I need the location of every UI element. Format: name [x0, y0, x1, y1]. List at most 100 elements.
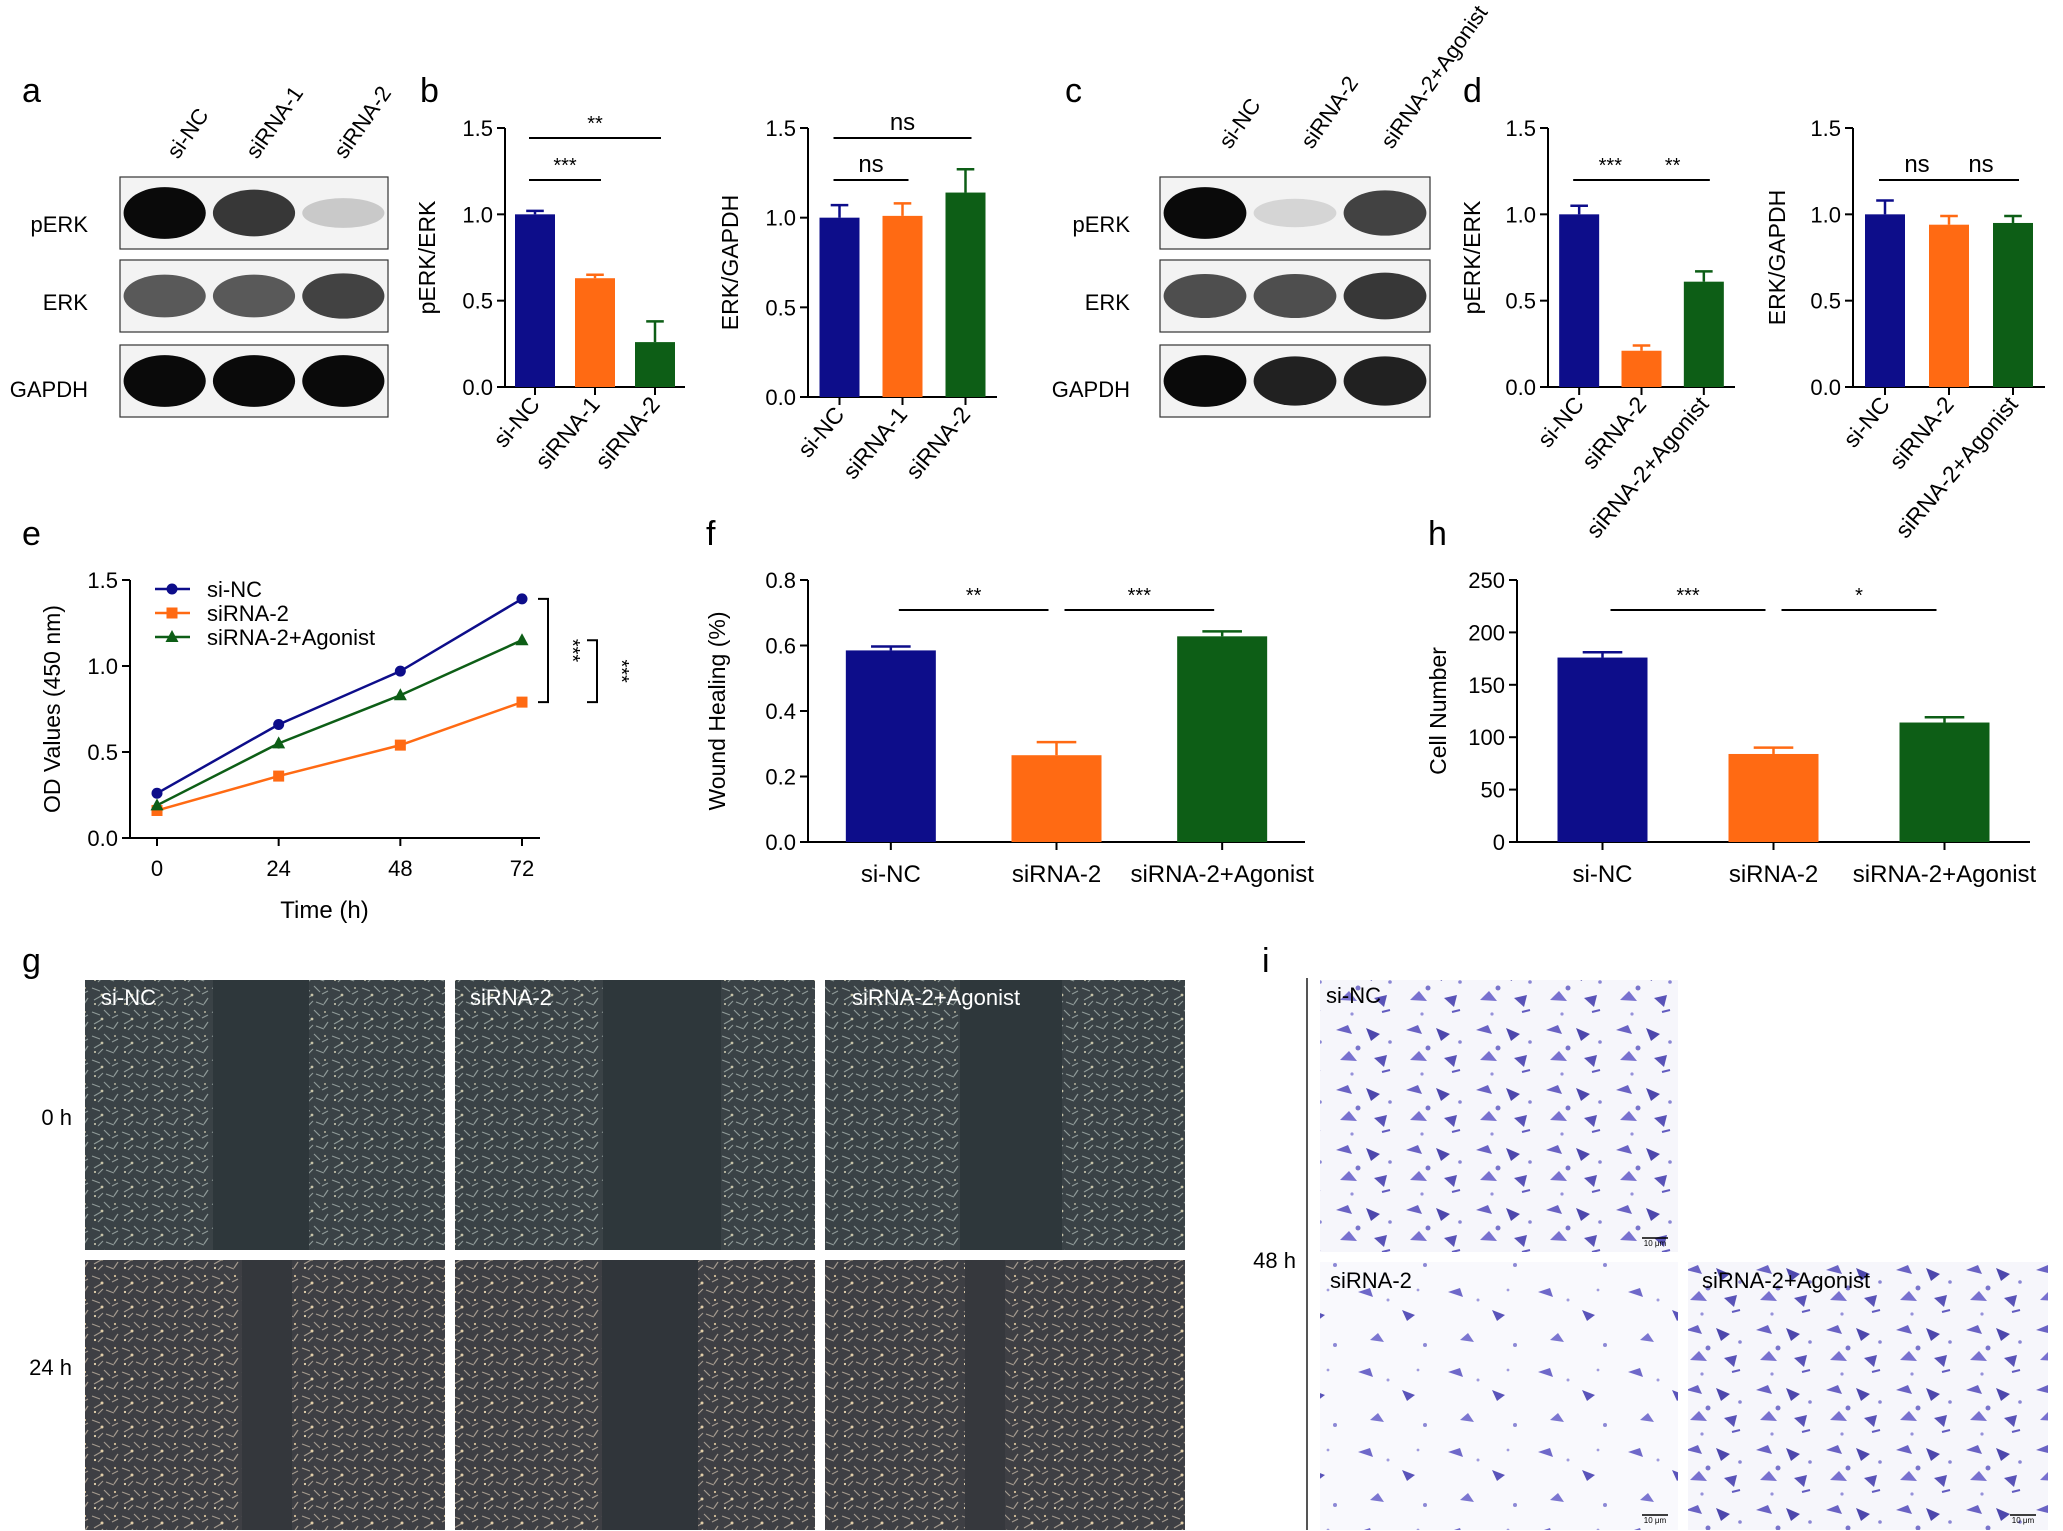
blot-a-row-pERK: pERK: [31, 212, 89, 237]
chart-e-ylabel: OD Values (450 nm): [39, 605, 65, 813]
chart-d1-xlabel-0: si-NC: [1532, 392, 1589, 453]
chart-f-sig-label-1: ***: [1128, 585, 1152, 607]
chart-f-bar-0: [845, 650, 936, 842]
chart-d2: 0.00.51.01.5ERK/GAPDHsi-NCsiRNA-2siRNA-2…: [1764, 116, 2045, 543]
transwell-image-sinc: si-NC 10 μm: [1320, 980, 1678, 1252]
blot-c-row-pERK: pERK: [1073, 212, 1131, 237]
chart-h-bar-0: [1557, 657, 1648, 842]
chart-f-sig-label-0: **: [966, 585, 982, 607]
chart-d2-ylabel: ERK/GAPDH: [1764, 190, 1790, 325]
blot-a-band-2-1: [212, 355, 296, 407]
chart-b2-xlabel-0: si-NC: [792, 402, 849, 463]
chart-f-ytick-label-4: 0.8: [765, 568, 796, 593]
chart-e-legend-marker-1: [166, 607, 178, 619]
wound-image-sirna2-24h: [455, 1260, 815, 1530]
chart-e-xlabel: Time (h): [280, 897, 368, 924]
chart-b1-sig-label-0: ***: [553, 155, 577, 177]
wound-image-agonist-0h: siRNA-2+Agonist: [825, 980, 1185, 1250]
chart-b2-ytick-label-1: 0.5: [765, 295, 796, 320]
chart-d2-ytick-label-0: 0.0: [1810, 375, 1841, 400]
chart-d2-sig-label-1: ns: [1968, 151, 1993, 178]
panel-letter-f: f: [706, 515, 716, 553]
chart-h-ylabel: Cell Number: [1425, 647, 1451, 775]
chart-h-xlabel-0: si-NC: [1573, 861, 1633, 888]
blot-c-lane-1: si-NC: [1214, 93, 1266, 152]
chart-e-ytick-label-2: 1.0: [87, 654, 118, 679]
chart-e-point-2-3: [515, 633, 529, 646]
wound-image-sirna2-0h: siRNA-2: [455, 980, 815, 1250]
panel-letter-a: a: [22, 72, 41, 110]
chart-e-legend-label-1: siRNA-2: [207, 601, 289, 626]
chart-h-bar-2: [1899, 722, 1990, 842]
chart-b2-sig-label-1: ns: [890, 109, 915, 136]
chart-b1-ytick-label-1: 0.5: [462, 289, 493, 314]
chart-e-xtick-label-2: 48: [388, 856, 412, 881]
western-blot-c: si-NC siRNA-2 siRNA-2+Agonist pERK ERK G…: [1052, 1, 1493, 418]
transwell-image-sirna2: siRNA-2 10 μm: [1320, 1262, 1678, 1530]
panel-letter-h: h: [1428, 515, 1447, 553]
chart-f-ytick-label-1: 0.2: [765, 765, 796, 790]
chart-e-point-0-3: [516, 593, 528, 605]
transwell-label-sinc: si-NC: [1326, 983, 1381, 1008]
chart-e-line-1: [156, 700, 523, 812]
gallery-i-row-48h: 48 h: [1253, 1248, 1296, 1273]
panel-letter-i: i: [1262, 942, 1270, 980]
chart-b2-ytick-label-0: 0.0: [765, 385, 796, 410]
chart-e-point-1-0: [151, 804, 163, 816]
chart-h-ytick-label-4: 200: [1468, 620, 1505, 645]
blot-c-band-0-1: [1253, 198, 1337, 228]
chart-e: 0.0 0.5 1.0 1.5 0 24 48 72 Time (h) OD Values (45…: [39, 568, 632, 924]
wound-image-sinc-0h: si-NC: [85, 980, 445, 1250]
chart-h-xlabel-1: siRNA-2: [1729, 861, 1818, 888]
chart-f-ylabel: Wound Healing (%): [704, 611, 730, 810]
blot-c-band-1-1: [1253, 273, 1337, 319]
chart-b1-ytick-label-0: 0.0: [462, 375, 493, 400]
chart-b1-ytick-label-2: 1.0: [462, 202, 493, 227]
chart-d1: 0.00.51.01.5pERK/ERKsi-NCsiRNA-2siRNA-2+…: [1459, 116, 1735, 543]
chart-b1-xlabel-2: siRNA-2: [590, 392, 665, 474]
chart-e-line-2: [156, 639, 523, 807]
chart-b1-ylabel: pERK/ERK: [414, 200, 440, 314]
chart-b2-ytick-label-2: 1.0: [765, 206, 796, 231]
chart-d2-ytick-label-2: 1.0: [1810, 202, 1841, 227]
chart-b1-bar-1: [575, 278, 615, 387]
chart-e-legend-marker-2: [165, 630, 179, 642]
panel-letter-b: b: [420, 72, 439, 110]
blot-c-row-ERK: ERK: [1085, 290, 1131, 315]
chart-f-xlabel-1: siRNA-2: [1012, 861, 1101, 888]
chart-d1-bar-0: [1559, 214, 1600, 387]
chart-h-ytick-label-2: 100: [1468, 725, 1505, 750]
scale-bar-sinc: 10 μm: [1644, 1239, 1667, 1248]
chart-d2-xlabel-0: si-NC: [1838, 392, 1895, 453]
blot-a-band-1-2: [302, 273, 385, 319]
chart-e-ytick-label-0: 0.0: [87, 826, 118, 851]
blot-a-band-2-0: [123, 355, 206, 407]
panel-letter-c: c: [1065, 72, 1082, 110]
blot-a-band-0-2: [302, 198, 385, 228]
blot-a-band-1-1: [212, 274, 296, 318]
chart-e-point-1-1: [273, 770, 285, 782]
chart-d1-ytick-label-0: 0.0: [1505, 375, 1536, 400]
chart-b2-xlabel-1: siRNA-1: [837, 402, 912, 484]
blot-c-band-2-0: [1163, 355, 1247, 407]
gallery-g-row-24h: 24 h: [29, 1355, 72, 1380]
chart-b2-xlabel-2: siRNA-2: [900, 402, 975, 484]
chart-h-ytick-label-3: 150: [1468, 673, 1505, 698]
chart-b1-sig-label-1: **: [587, 113, 603, 135]
wound-label-agonist-0h: siRNA-2+Agonist: [852, 985, 1020, 1010]
blot-c-band-2-1: [1253, 356, 1337, 406]
chart-h-ytick-label-1: 50: [1481, 778, 1505, 803]
chart-e-legend-label-2: siRNA-2+Agonist: [207, 625, 375, 650]
blot-a-row-ERK: ERK: [43, 290, 89, 315]
chart-h-ytick-label-5: 250: [1468, 568, 1505, 593]
chart-e-legend-marker-0: [166, 583, 178, 595]
chart-e-sig-label-1: ***: [610, 659, 632, 683]
wound-image-agonist-24h: [825, 1260, 1185, 1530]
chart-d1-sig-label-1: **: [1665, 155, 1681, 177]
blot-c-lane-2: siRNA-2: [1296, 71, 1363, 152]
chart-f-bar-2: [1177, 636, 1268, 842]
chart-e-point-1-2: [394, 739, 406, 751]
blot-a-band-0-0: [123, 187, 206, 239]
chart-f-bar-1: [1011, 755, 1102, 842]
